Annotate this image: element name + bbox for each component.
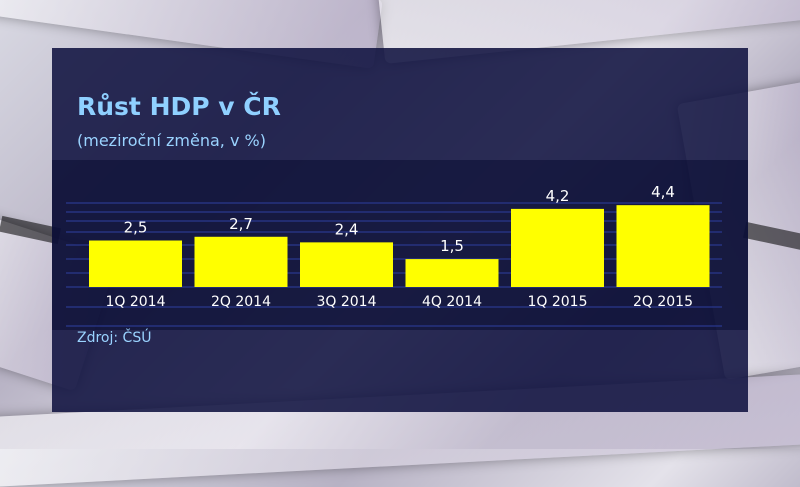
bar-chart: 2,5 1Q 2014 2,7 2Q 2014 2,4 3Q 2014 1,5 4Q 2014…: [66, 183, 722, 327]
category-label: 1Q 2015: [527, 294, 587, 310]
source-note: Zdroj: ČSÚ: [77, 330, 152, 346]
category-label: 3Q 2014: [316, 294, 376, 310]
data-label: 2,5: [124, 219, 148, 237]
category-label: 2Q 2015: [633, 294, 693, 310]
category-label: 4Q 2014: [422, 294, 482, 310]
data-label: 4,2: [546, 187, 570, 205]
bar-1q-2014: [89, 240, 182, 287]
data-label: 4,4: [651, 183, 675, 201]
bar-2q-2015: [616, 205, 710, 287]
bar-3q-2014: [300, 242, 393, 287]
chart-subtitle: (meziroční změna, v %): [77, 131, 266, 150]
category-label: 2Q 2014: [211, 294, 271, 310]
bar-4q-2014: [405, 259, 499, 287]
chart-title: Růst HDP v ČR: [77, 92, 281, 121]
bar-1q-2015: [511, 208, 604, 287]
category-label: 1Q 2014: [105, 294, 165, 310]
data-label: 1,5: [440, 237, 464, 255]
data-label: 2,4: [335, 220, 359, 238]
bar-2q-2014: [194, 236, 288, 287]
data-label: 2,7: [229, 215, 253, 233]
